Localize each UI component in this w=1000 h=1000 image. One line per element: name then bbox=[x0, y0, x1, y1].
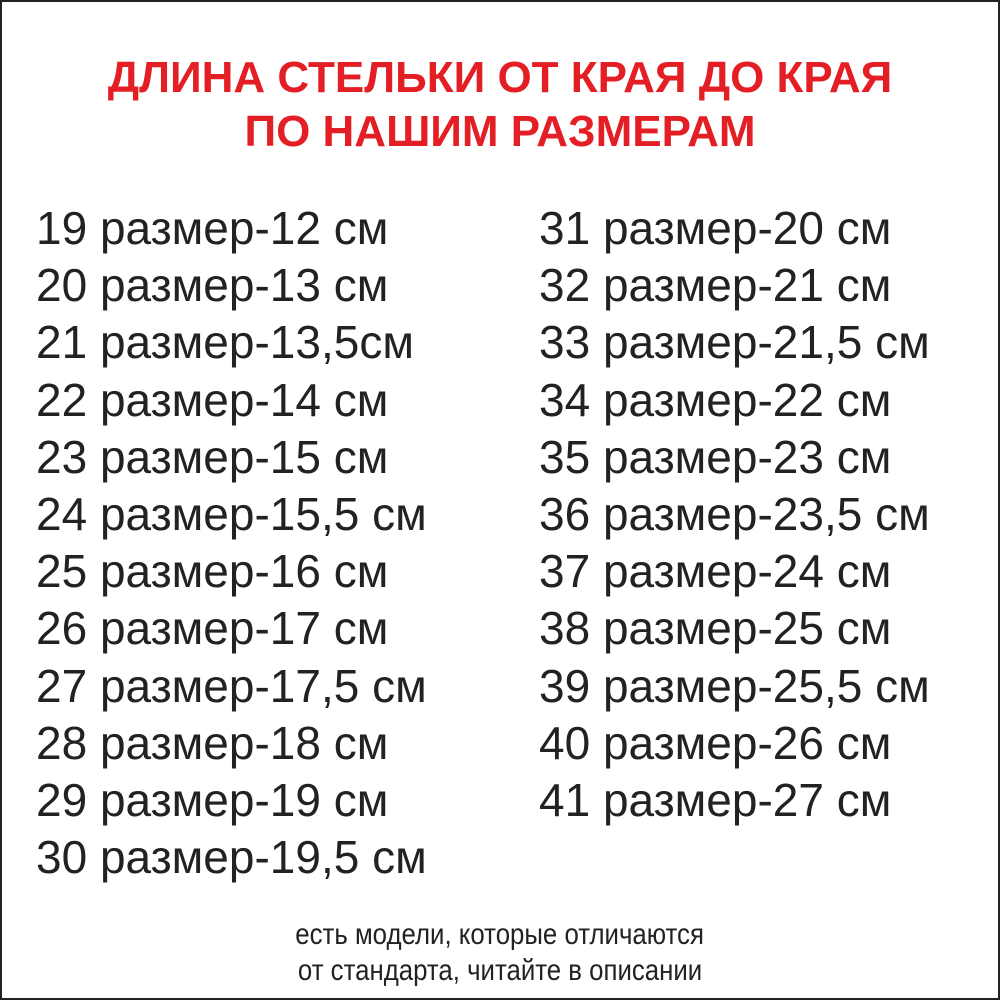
note-line-1: есть модели, которые отличаются bbox=[0, 917, 1000, 953]
size-row: 19 размер-12 см bbox=[36, 202, 389, 254]
size-row: 29 размер-19 см bbox=[36, 773, 389, 826]
size-row: 38 размер-25 см bbox=[539, 602, 892, 655]
size-row: 32 размер-21 см bbox=[539, 259, 892, 312]
size-row: 22 размер-14 см bbox=[36, 373, 389, 426]
size-row: 37 размер-24 см bbox=[539, 545, 892, 598]
size-list-left: 19 размер-12 см 20 размер-13 см 21 размер-… bbox=[36, 200, 427, 886]
title-line-2: ПО НАШИМ РАЗМЕРАМ bbox=[244, 107, 756, 156]
size-row: 33 размер-21,5 см bbox=[539, 316, 930, 369]
size-row: 21 размер-13,5см bbox=[36, 316, 414, 369]
note-text-1: есть модели, которые отличаются bbox=[295, 918, 705, 951]
note-line-2: от стандарта, читайте в описании bbox=[0, 953, 1000, 989]
size-row: 35 размер-23 см bbox=[539, 430, 892, 483]
size-row: 39 размер-25,5 см bbox=[539, 659, 930, 712]
size-list-right: 31 размер-20 см 32 размер-21 см 33 размер-… bbox=[539, 200, 930, 829]
size-row: 36 размер-23,5 см bbox=[539, 487, 930, 540]
size-row: 31 размер-20 см bbox=[539, 202, 892, 254]
note-text-2: от стандарта, читайте в описании bbox=[297, 954, 703, 987]
title-line-1: ДЛИНА СТЕЛЬКИ ОТ КРАЯ ДО КРАЯ bbox=[107, 53, 893, 102]
size-row: 24 размер-15,5 см bbox=[36, 487, 427, 540]
size-row: 40 размер-26 см bbox=[539, 716, 892, 769]
size-row: 23 размер-15 см bbox=[36, 430, 389, 483]
size-row: 20 размер-13 см bbox=[36, 259, 389, 312]
size-row: 25 размер-16 см bbox=[36, 545, 389, 598]
size-row: 28 размер-18 см bbox=[36, 716, 389, 769]
size-row: 41 размер-27 см bbox=[539, 773, 892, 826]
size-row: 30 размер-19,5 см bbox=[36, 831, 427, 884]
size-row: 34 размер-22 см bbox=[539, 373, 892, 426]
size-row: 27 размер-17,5 см bbox=[36, 659, 427, 712]
size-row: 26 размер-17 см bbox=[36, 602, 389, 655]
